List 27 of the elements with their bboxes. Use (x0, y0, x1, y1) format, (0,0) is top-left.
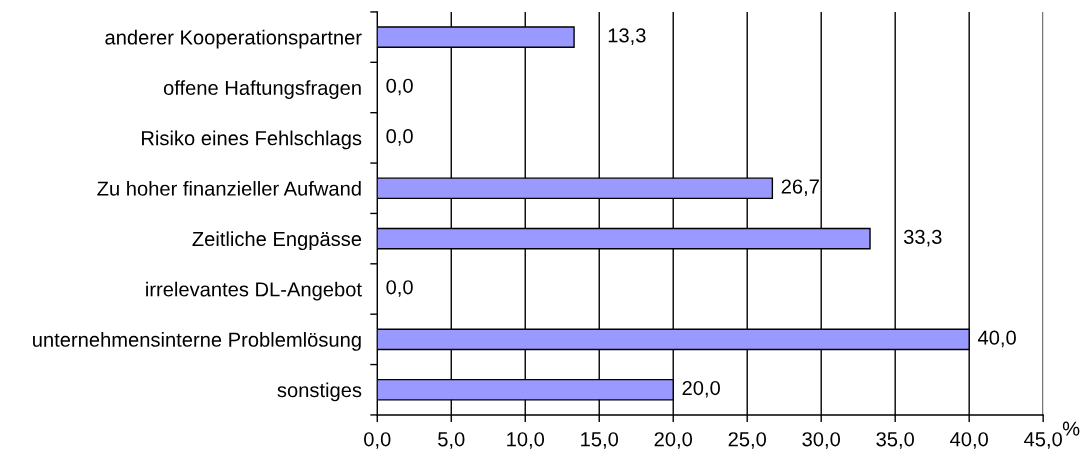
x-tick-label: 35,0 (876, 432, 914, 449)
x-tick-label: 5,0 (438, 432, 465, 449)
x-tick-label: 25,0 (728, 432, 767, 449)
y-tick-label: unternehmensinterne Problemlösung (33, 332, 361, 351)
y-tick-label: anderer Kooperationspartner (105, 29, 362, 49)
data-label: 0,0 (386, 78, 413, 96)
x-tick-label: 10,0 (507, 432, 545, 449)
x-tick-label: 20,0 (654, 432, 693, 449)
data-label: 26,7 (781, 179, 819, 197)
data-label: 20,0 (682, 380, 720, 398)
x-tick-label: 15,0 (581, 432, 619, 449)
data-label: 0,0 (386, 280, 413, 297)
y-tick-label: Zu hoher finanzieller Aufwand (97, 180, 361, 196)
data-label: 40,0 (977, 330, 1016, 348)
data-label: 13,3 (608, 28, 646, 45)
y-tick-label: Zeitliche Engpässe (192, 231, 362, 251)
x-tick-label: 0,0 (364, 432, 391, 449)
data-label: 0,0 (386, 129, 413, 146)
data-label: 33,3 (903, 229, 942, 247)
x-tick-label: 30,0 (802, 432, 841, 449)
x-tick-label: 45,0 (1024, 432, 1062, 449)
y-tick-label: offene Haftungsfragen (163, 80, 361, 99)
x-axis-title: % (1062, 421, 1080, 436)
x-tick-label: 40,0 (950, 432, 988, 449)
y-tick-label: sonstiges (277, 382, 362, 402)
y-tick-label: Risiko eines Fehlschlags (142, 130, 362, 150)
y-tick-label: irrelevantes DL-Angebot (146, 281, 362, 301)
